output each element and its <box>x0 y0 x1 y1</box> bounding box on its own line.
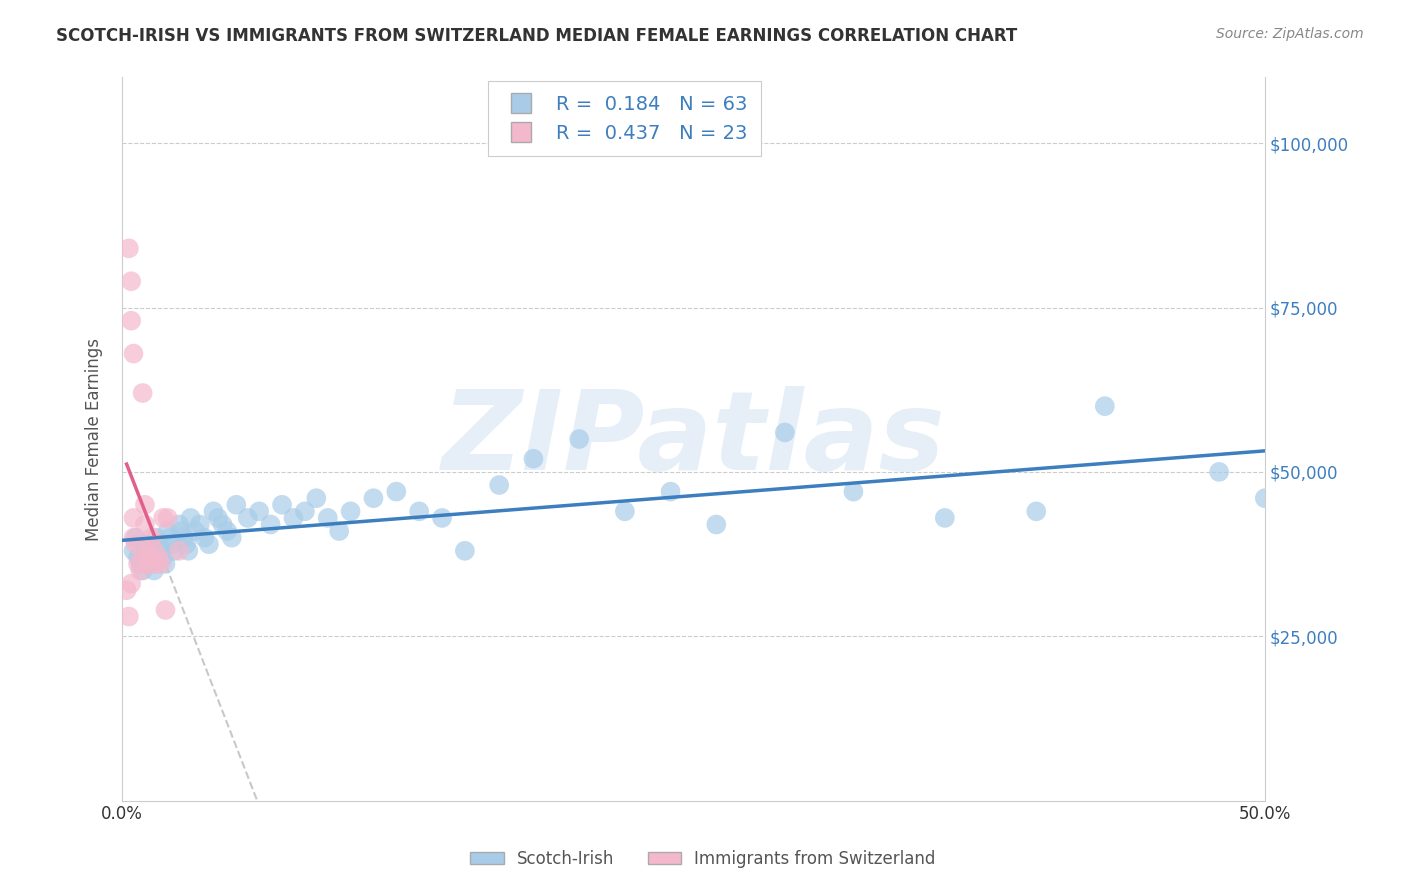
Point <box>193 531 215 545</box>
Point <box>659 484 682 499</box>
Point <box>202 504 225 518</box>
Point <box>148 550 170 565</box>
Point <box>170 524 193 538</box>
Point <box>138 550 160 565</box>
Point <box>156 511 179 525</box>
Point <box>363 491 385 506</box>
Point <box>149 557 172 571</box>
Point <box>122 531 145 545</box>
Point <box>143 564 166 578</box>
Point <box>118 241 141 255</box>
Point <box>120 576 142 591</box>
Point <box>207 511 229 525</box>
Point <box>217 524 239 538</box>
Point <box>115 583 138 598</box>
Point <box>120 314 142 328</box>
Point <box>129 564 152 578</box>
Point <box>247 504 270 518</box>
Point <box>316 511 339 525</box>
Legend: R =  0.184   N = 63, R =  0.437   N = 23: R = 0.184 N = 63, R = 0.437 N = 23 <box>494 87 755 151</box>
Point <box>704 517 727 532</box>
Point <box>122 346 145 360</box>
Point <box>134 498 156 512</box>
Point <box>136 543 159 558</box>
Point <box>613 504 636 518</box>
Point <box>163 543 186 558</box>
Point <box>122 543 145 558</box>
Point <box>773 425 796 440</box>
Point <box>522 451 544 466</box>
Text: SCOTCH-IRISH VS IMMIGRANTS FROM SWITZERLAND MEDIAN FEMALE EARNINGS CORRELATION C: SCOTCH-IRISH VS IMMIGRANTS FROM SWITZERL… <box>56 27 1018 45</box>
Point <box>385 484 408 499</box>
Point <box>198 537 221 551</box>
Point <box>145 557 167 571</box>
Point <box>328 524 350 538</box>
Point <box>118 609 141 624</box>
Point <box>167 543 190 558</box>
Point <box>155 603 177 617</box>
Point <box>159 531 181 545</box>
Point <box>167 517 190 532</box>
Legend: Scotch-Irish, Immigrants from Switzerland: Scotch-Irish, Immigrants from Switzerlan… <box>464 844 942 875</box>
Point <box>488 478 510 492</box>
Point <box>568 432 591 446</box>
Point <box>152 511 174 525</box>
Point <box>184 524 207 538</box>
Point <box>129 557 152 571</box>
Point <box>180 511 202 525</box>
Point <box>122 511 145 525</box>
Point <box>174 537 197 551</box>
Point <box>1094 399 1116 413</box>
Point <box>141 557 163 571</box>
Text: Source: ZipAtlas.com: Source: ZipAtlas.com <box>1216 27 1364 41</box>
Point <box>934 511 956 525</box>
Point <box>156 524 179 538</box>
Point <box>162 537 184 551</box>
Point <box>131 386 153 401</box>
Point <box>1254 491 1277 506</box>
Point <box>259 517 281 532</box>
Point <box>1208 465 1230 479</box>
Text: ZIPatlas: ZIPatlas <box>441 385 945 492</box>
Point <box>134 517 156 532</box>
Point <box>149 543 172 558</box>
Point <box>211 517 233 532</box>
Point <box>125 531 148 545</box>
Point <box>221 531 243 545</box>
Point <box>177 543 200 558</box>
Point <box>131 550 153 565</box>
Point <box>131 564 153 578</box>
Point <box>271 498 294 512</box>
Y-axis label: Median Female Earnings: Median Female Earnings <box>86 337 103 541</box>
Point <box>454 543 477 558</box>
Point <box>408 504 430 518</box>
Point <box>143 543 166 558</box>
Point <box>120 274 142 288</box>
Point <box>225 498 247 512</box>
Point <box>127 550 149 565</box>
Point <box>152 550 174 565</box>
Point <box>138 550 160 565</box>
Point <box>294 504 316 518</box>
Point <box>136 543 159 558</box>
Point <box>125 537 148 551</box>
Point <box>305 491 328 506</box>
Point <box>236 511 259 525</box>
Point <box>430 511 453 525</box>
Point <box>339 504 361 518</box>
Point <box>173 531 195 545</box>
Point <box>283 511 305 525</box>
Point <box>188 517 211 532</box>
Point <box>127 557 149 571</box>
Point <box>138 557 160 571</box>
Point <box>842 484 865 499</box>
Point <box>145 531 167 545</box>
Point <box>148 537 170 551</box>
Point <box>155 557 177 571</box>
Point <box>1025 504 1047 518</box>
Point <box>141 531 163 545</box>
Point <box>134 537 156 551</box>
